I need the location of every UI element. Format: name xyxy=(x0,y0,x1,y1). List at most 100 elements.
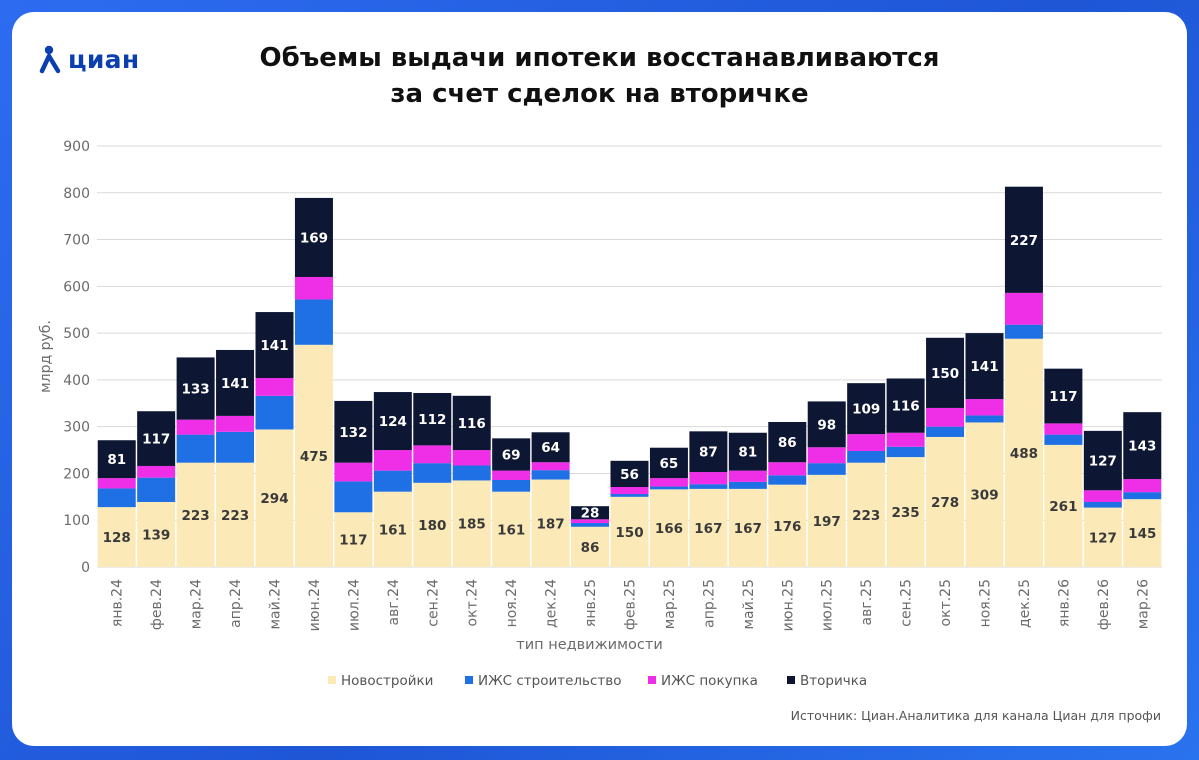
bar-segment xyxy=(847,450,886,463)
x-axis-label: тип недвижимости xyxy=(516,637,663,653)
data-label: 150 xyxy=(931,366,959,382)
bar-segment xyxy=(255,395,294,430)
data-label: 128 xyxy=(103,530,131,546)
bar-segment xyxy=(137,465,176,478)
y-tick-label: 900 xyxy=(63,139,90,155)
y-tick-label: 600 xyxy=(63,279,90,295)
bar-segment xyxy=(728,481,767,489)
bar-segment xyxy=(97,507,136,567)
bar-segment xyxy=(255,429,294,567)
bar-segment xyxy=(531,479,570,567)
bar-segment xyxy=(768,462,807,476)
data-label: 112 xyxy=(418,412,446,428)
bar-segment xyxy=(492,479,531,492)
source-note: Источник: Циан.Аналитика для канала Циан… xyxy=(790,708,1161,723)
bar-segment xyxy=(847,434,886,451)
x-tick-label: окт.25 xyxy=(938,579,954,626)
data-label: 167 xyxy=(734,521,762,537)
y-tick-label: 100 xyxy=(63,513,90,529)
bar-segment xyxy=(1004,292,1043,325)
data-label: 141 xyxy=(970,359,998,375)
bar-segment xyxy=(294,299,333,345)
bar-segment xyxy=(965,333,1004,400)
bar-segment xyxy=(1123,492,1162,500)
data-label: 197 xyxy=(813,514,841,530)
data-label: 117 xyxy=(142,432,170,448)
data-label: 185 xyxy=(458,517,486,533)
legend-swatch xyxy=(787,676,795,684)
bar-segment xyxy=(571,523,610,527)
bar-segment xyxy=(768,484,807,567)
bar-segment xyxy=(176,357,215,420)
data-label: 69 xyxy=(502,447,521,463)
data-label: 161 xyxy=(379,522,407,538)
data-label: 143 xyxy=(1128,439,1156,455)
bar-segment xyxy=(1083,501,1122,508)
bar-segment xyxy=(926,426,965,437)
data-label: 166 xyxy=(655,521,683,537)
bar-segment xyxy=(1123,412,1162,480)
data-label: 187 xyxy=(537,516,565,532)
data-label: 56 xyxy=(620,467,639,483)
bar-segment xyxy=(886,446,925,458)
logo-text: циан xyxy=(68,44,140,74)
bar-segment xyxy=(413,392,452,446)
y-axis-label: млрд руб. xyxy=(38,320,54,393)
data-label: 87 xyxy=(699,445,718,461)
bar-segment xyxy=(926,337,965,408)
bar-segment xyxy=(216,349,255,416)
bar-segment xyxy=(373,392,412,451)
data-label: 167 xyxy=(694,521,722,537)
bar-segment xyxy=(571,506,610,520)
x-tick-label: дек.24 xyxy=(544,579,560,628)
title-line-1: Объемы выдачи ипотеки восстанавливаются xyxy=(259,43,940,73)
bar-segment xyxy=(649,486,688,490)
cian-logo: циан xyxy=(38,42,139,76)
bar-segment xyxy=(97,478,136,489)
data-label: 64 xyxy=(541,440,560,456)
legend-label: Вторичка xyxy=(800,673,867,689)
legend-swatch xyxy=(328,676,336,684)
bar-segment xyxy=(965,422,1004,567)
bar-segment xyxy=(413,463,452,483)
x-tick-label: янв.25 xyxy=(583,579,599,627)
title-line-2: за счет сделок на вторичке xyxy=(390,79,809,109)
y-tick-label: 400 xyxy=(63,373,90,389)
bar-segment xyxy=(926,407,965,427)
x-tick-label: янв.26 xyxy=(1056,579,1072,627)
x-tick-label: мар.24 xyxy=(189,579,205,629)
bar-segment xyxy=(847,462,886,567)
bar-segment xyxy=(689,431,728,473)
bar-segment xyxy=(1004,338,1043,567)
chart-card: циан Объемы выдачи ипотеки восстанавлива… xyxy=(12,12,1187,746)
bar-segment xyxy=(413,482,452,567)
x-tick-label: ноя.25 xyxy=(978,579,994,627)
data-label: 127 xyxy=(1089,454,1117,470)
x-tick-label: фев.24 xyxy=(149,579,165,630)
x-tick-label: окт.24 xyxy=(465,579,481,627)
bar-segment xyxy=(610,487,649,495)
x-tick-label: дек.25 xyxy=(1017,579,1033,628)
bar-segment xyxy=(294,276,333,300)
data-label: 141 xyxy=(260,338,288,354)
data-label: 109 xyxy=(852,402,880,418)
bar-segment xyxy=(689,488,728,567)
data-label: 98 xyxy=(817,417,836,433)
bar-segment xyxy=(452,450,491,466)
data-label: 124 xyxy=(379,414,407,430)
bar-segment xyxy=(1083,490,1122,502)
x-tick-label: июн.24 xyxy=(307,579,323,631)
bar-segment xyxy=(689,472,728,485)
x-tick-label: мар.26 xyxy=(1135,579,1151,629)
data-label: 309 xyxy=(970,488,998,504)
bar-segment xyxy=(886,457,925,567)
bar-segment xyxy=(610,496,649,567)
bar-segment xyxy=(137,477,176,502)
bar-segment xyxy=(334,512,373,567)
data-label: 223 xyxy=(182,508,210,524)
bar-segment xyxy=(137,411,176,466)
bar-segment xyxy=(1044,368,1083,424)
bar-segment xyxy=(807,447,846,464)
data-label: 261 xyxy=(1049,499,1077,515)
legend-label: Новостройки xyxy=(341,673,433,689)
